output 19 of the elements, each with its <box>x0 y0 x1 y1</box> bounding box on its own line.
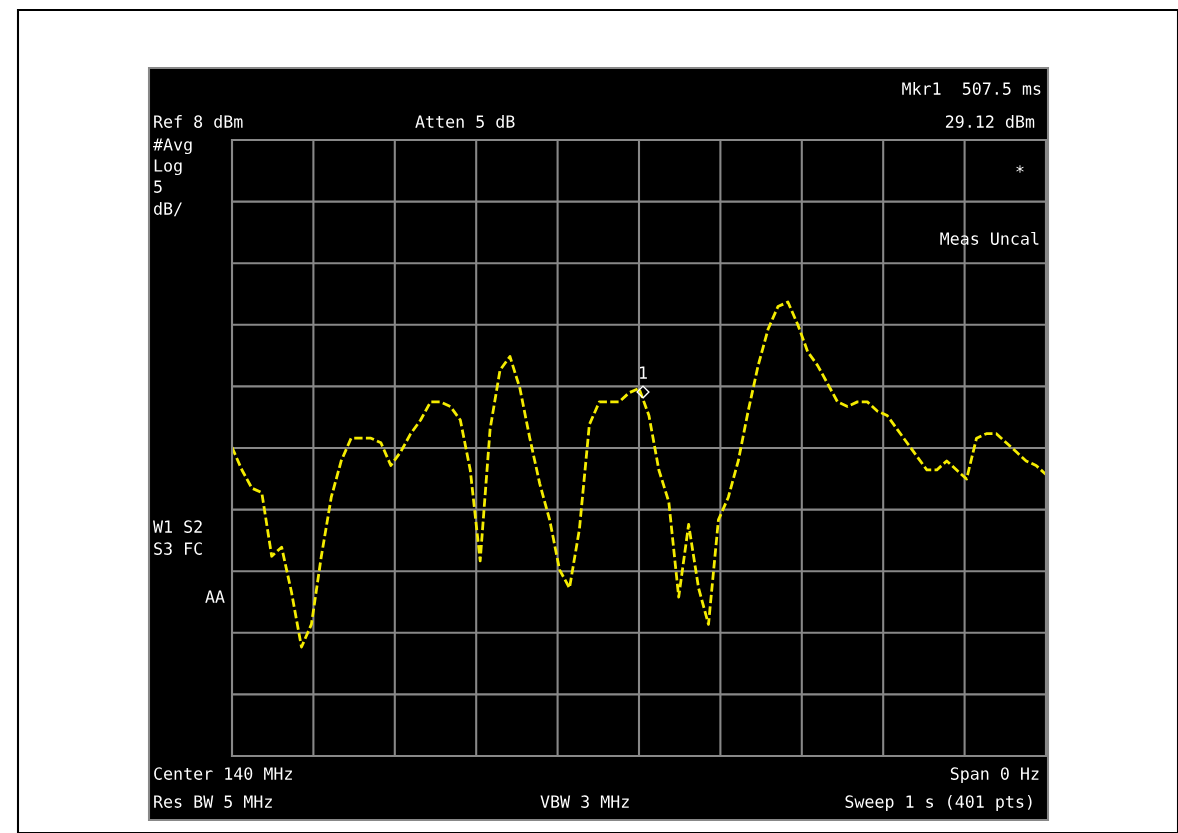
text: Mkr1 507.5 ms <box>902 81 1041 95</box>
text: * <box>1016 165 1024 173</box>
text: #Avg <box>153 138 192 155</box>
text: 5 <box>154 180 162 193</box>
text: Atten 5 dB <box>415 114 515 128</box>
text: 29.12 dBm <box>945 114 1035 128</box>
text: Log <box>154 159 182 176</box>
text: Span 0 Hz <box>950 767 1039 784</box>
text: Ref 8 dBm <box>154 114 243 128</box>
text: VBW 3 MHz <box>540 795 629 808</box>
text: S3 FC <box>154 542 202 555</box>
text: Sweep 1 s (401 pts) <box>845 795 1032 812</box>
text: dB/ <box>154 201 182 217</box>
text: Meas Uncal <box>940 231 1039 245</box>
text: Res BW 5 MHz <box>154 795 272 808</box>
text: Center 140 MHz <box>154 767 292 780</box>
annotation: 1 <box>639 366 647 379</box>
text: W1 S2 <box>153 520 202 533</box>
text: AA <box>205 590 225 603</box>
